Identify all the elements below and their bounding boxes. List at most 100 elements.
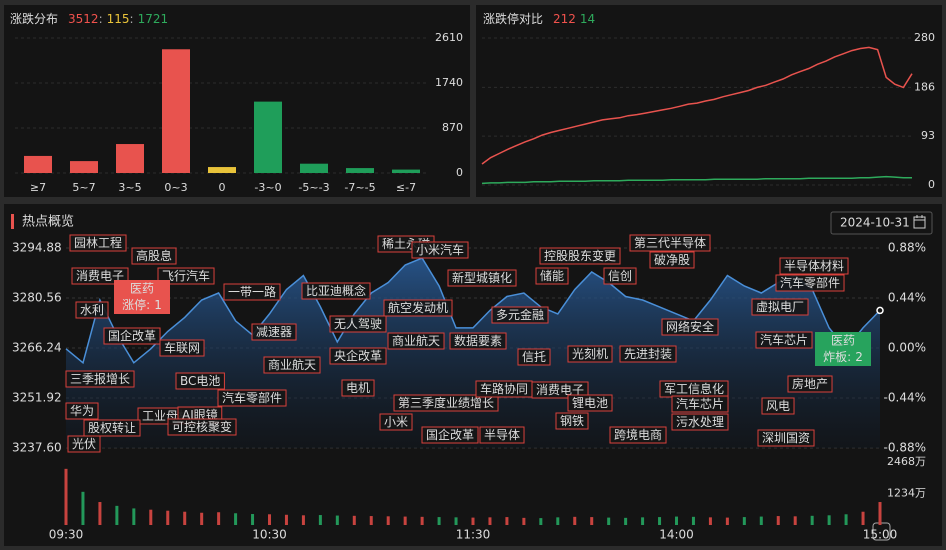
annotation-box: [775, 274, 845, 292]
x-tick-label: 0: [219, 181, 226, 194]
annotation-label: 房地产: [792, 376, 828, 391]
annotation-label: 无人驾驶: [334, 316, 382, 331]
count: 212: [553, 12, 576, 26]
volume-bar: [420, 516, 424, 525]
count: 14: [580, 12, 595, 26]
date[interactable]: 2024-10-31: [840, 216, 910, 230]
annotation: 网络安全: [661, 318, 719, 336]
volume-bar: [217, 512, 221, 525]
annotation: 车路协同: [475, 380, 533, 398]
volume-bar: [471, 517, 475, 525]
annotation-label: 消费电子: [76, 269, 124, 283]
count: 3512: [68, 12, 99, 26]
annotation-box: [671, 395, 729, 413]
volume-bar: [183, 511, 187, 525]
annotation: 第三季度业绩增长: [393, 394, 499, 412]
volume-bar: [81, 491, 85, 525]
separator: :: [99, 12, 103, 26]
x-tick-label: 3~5: [118, 181, 141, 194]
annotation-box: [103, 327, 161, 345]
annotation: 商业航天: [387, 332, 445, 350]
volume-bar: [793, 516, 797, 525]
y-tick-label: 0: [928, 178, 935, 191]
volume-bar: [590, 517, 594, 525]
annotation-box: [779, 257, 849, 275]
volume-bar: [386, 516, 390, 525]
annotation: 房地产: [787, 375, 833, 393]
annotation: 锂电池: [567, 394, 613, 412]
annotation-label: 钢铁: [560, 414, 584, 428]
annotation-label: 新型城镇化: [452, 270, 512, 285]
annotation-label: 电机: [346, 381, 370, 395]
y2-tick-label: -0.88%: [884, 441, 926, 455]
annotation-box: [75, 301, 109, 319]
panel-title: 热点概览: [22, 214, 74, 230]
annotation-label: 高股息: [136, 248, 172, 263]
annotation: 股权转让: [83, 419, 141, 437]
date-picker[interactable]: [830, 211, 933, 235]
annotation-label: 信托: [522, 350, 546, 364]
annotation: 无人驾驶: [329, 315, 387, 333]
x-tick-label: -7~-5: [344, 181, 375, 194]
highlight-box: [114, 280, 170, 314]
y-tick-label: 3266.24: [12, 341, 62, 355]
count: 2: [855, 350, 863, 364]
x-tick-label: 14:00: [659, 528, 694, 542]
volume-bar: [234, 513, 238, 525]
volume-bar: [607, 517, 611, 525]
y-tick-label: 3237.60: [12, 441, 62, 455]
y-tick-label: 3280.56: [12, 291, 62, 305]
volume-bar: [284, 514, 288, 525]
annotation-box: [629, 234, 711, 252]
annotation-box: [757, 429, 815, 447]
volume-bar: [505, 517, 509, 525]
annotation: 控股股东变更: [539, 247, 621, 265]
annotation-label: 汽车零部件: [222, 390, 282, 405]
volume-bar: [115, 505, 119, 525]
x-tick-label: 11:30: [456, 528, 491, 542]
x-tick-label: 10:30: [252, 528, 287, 542]
annotation-label: 跨境电商: [614, 427, 662, 442]
bar: [24, 155, 52, 173]
annotation: 半导体: [479, 426, 525, 444]
annotation: 信创: [603, 267, 637, 285]
annotation-box: [787, 375, 833, 393]
y2-tick-label: -0.44%: [884, 391, 926, 405]
status: 涨停:: [122, 297, 150, 312]
volume-bar: [827, 515, 831, 525]
annotation-box: [531, 381, 589, 399]
volume-bar: [335, 515, 339, 525]
calendar-icon[interactable]: [913, 215, 926, 229]
annotation-label: 三季报增长: [70, 371, 130, 386]
annotation-label: 比亚迪概念: [306, 283, 366, 298]
annotation-label: 污水处理: [676, 415, 724, 429]
annotation-label: 军工信息化: [664, 381, 724, 396]
annotation: 虚拟电厂: [751, 298, 809, 316]
highlight-status: 涨停: 1: [122, 297, 162, 312]
y-tick-label: 870: [442, 121, 463, 134]
x-tick-label: ≥7: [30, 181, 46, 194]
annotation-box: [341, 379, 375, 397]
annotation-box: [251, 323, 297, 341]
annotation: 小米汽车: [411, 241, 469, 259]
x-tick-label: 09:30: [49, 528, 84, 542]
annotation-box: [535, 267, 569, 285]
annotation-box: [159, 339, 205, 357]
y2-tick-label: 0.00%: [888, 341, 926, 355]
annotation-box: [217, 389, 287, 407]
annotation: 储能: [535, 267, 569, 285]
highlight-box: [815, 332, 871, 366]
annotation: 光刻机: [567, 345, 613, 363]
annotation-box: [479, 426, 525, 444]
annotation-box: [83, 419, 141, 437]
annotation: 华为: [65, 402, 99, 420]
annotation-box: [383, 299, 453, 317]
annotation-label: 第三季度业绩增长: [398, 395, 494, 410]
volume-tick-label: 1234万: [887, 487, 926, 500]
annotation-box: [603, 267, 637, 285]
annotation-box: [387, 332, 445, 350]
annotation-box: [69, 234, 127, 252]
y-tick-label: 3251.92: [12, 391, 62, 405]
annotation-box: [411, 241, 469, 259]
annotation: 跨境电商: [609, 426, 667, 444]
